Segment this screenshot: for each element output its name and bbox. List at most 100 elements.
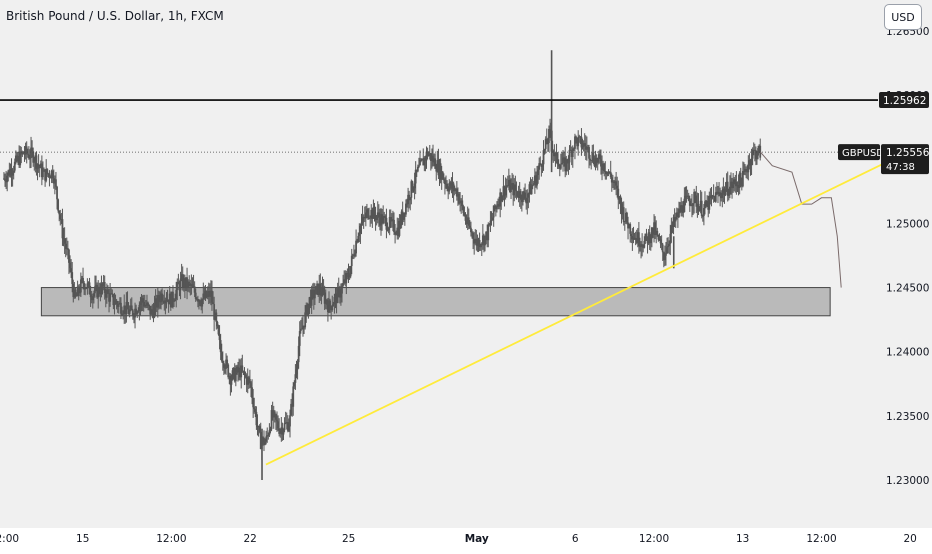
candle-body <box>675 212 678 217</box>
candle-body <box>609 171 612 178</box>
candle-body <box>631 235 634 240</box>
candle-body <box>575 136 577 139</box>
candle-body <box>91 296 94 301</box>
candle-body <box>507 179 510 186</box>
candle-body <box>447 188 450 192</box>
candle-body <box>318 283 321 295</box>
candle-body <box>330 305 333 311</box>
candle-body <box>717 191 719 194</box>
candle-body <box>644 233 647 241</box>
candle-body <box>685 195 688 198</box>
currency-button[interactable]: USD <box>884 4 922 30</box>
candle-body <box>180 274 183 279</box>
candle-body <box>405 203 407 215</box>
candle-body <box>246 377 249 385</box>
candle-body <box>478 239 481 248</box>
candle-body <box>446 183 448 189</box>
candle-body <box>40 163 43 178</box>
candle-body <box>340 293 342 298</box>
time-axis[interactable]: 12:00 15 12:00 22 25 May 6 12:00 13 12:00 20 <box>0 528 932 550</box>
candle-body <box>411 181 414 191</box>
candle-body <box>614 181 616 184</box>
candle-body <box>96 284 99 298</box>
candle-body <box>49 177 52 179</box>
candle-body <box>630 233 633 236</box>
candle-body <box>665 253 667 256</box>
candle-body <box>202 293 205 300</box>
candle-body <box>657 234 660 240</box>
candle-body <box>269 429 272 431</box>
candle-body <box>720 195 723 199</box>
candle-body <box>310 289 313 306</box>
candle-body <box>68 249 70 263</box>
time-axis-strip[interactable]: 12:00 15 12:00 22 25 May 6 12:00 13 12:00 20 <box>0 528 932 550</box>
candle-body <box>724 189 727 195</box>
candle-body <box>286 422 289 431</box>
candle-body <box>303 325 305 328</box>
candle-body <box>48 173 51 178</box>
candle-body <box>400 211 403 226</box>
candle-body <box>261 437 264 442</box>
candle-body <box>241 365 244 371</box>
candle-body <box>564 157 567 172</box>
candle-body <box>278 428 281 434</box>
candle-body <box>607 171 610 174</box>
candle-body <box>553 152 556 157</box>
candle-body <box>524 192 527 199</box>
candle-body <box>622 207 625 223</box>
candle-body <box>569 149 572 151</box>
candle-body <box>57 199 60 211</box>
candle-body <box>84 288 87 290</box>
candle-body <box>3 178 5 180</box>
candle-body <box>218 334 221 341</box>
candle-body <box>133 315 135 318</box>
candle-body <box>557 164 560 167</box>
candle-body <box>597 154 600 159</box>
candle-body <box>124 305 127 314</box>
candle-body <box>756 155 758 160</box>
candle-body <box>707 200 710 210</box>
candle-body <box>701 216 704 217</box>
candle-body <box>474 240 477 244</box>
candle-body <box>276 419 278 422</box>
candle-body <box>452 183 455 192</box>
candle-body <box>686 195 689 198</box>
candle-body <box>125 301 128 314</box>
candle-body <box>169 293 172 308</box>
price-tick-label: 1.24500 <box>886 283 929 295</box>
candle-body <box>97 286 100 298</box>
candle-body <box>375 216 378 221</box>
candle-body <box>235 366 238 373</box>
candle-body <box>199 300 201 305</box>
candle-body <box>556 153 559 165</box>
candle-body <box>591 152 594 161</box>
price-tick-label: 1.23000 <box>886 475 929 487</box>
candle-body <box>334 293 337 298</box>
candle-body <box>232 368 235 371</box>
candle-body <box>205 291 208 298</box>
candle-body <box>275 414 277 420</box>
candle-body <box>35 155 38 169</box>
candle-body <box>123 305 126 314</box>
candle-body <box>655 230 658 235</box>
forecast-path[interactable] <box>760 151 842 288</box>
candle-body <box>654 222 657 235</box>
candle-body <box>487 224 490 241</box>
candle-body <box>388 216 391 229</box>
candle-body <box>694 191 697 196</box>
candle-body <box>126 301 129 310</box>
candle-body <box>734 179 737 183</box>
candle-body <box>708 195 711 210</box>
trendline[interactable] <box>265 154 901 466</box>
candle-body <box>692 203 694 206</box>
candle-body <box>56 186 58 200</box>
price-tick-label: 1.23500 <box>886 411 929 423</box>
candle-body <box>117 303 120 307</box>
candle-body <box>512 183 515 196</box>
candle-body <box>192 286 195 288</box>
candle-body <box>168 293 171 305</box>
candle-body <box>596 158 599 163</box>
candle-body <box>108 293 110 302</box>
